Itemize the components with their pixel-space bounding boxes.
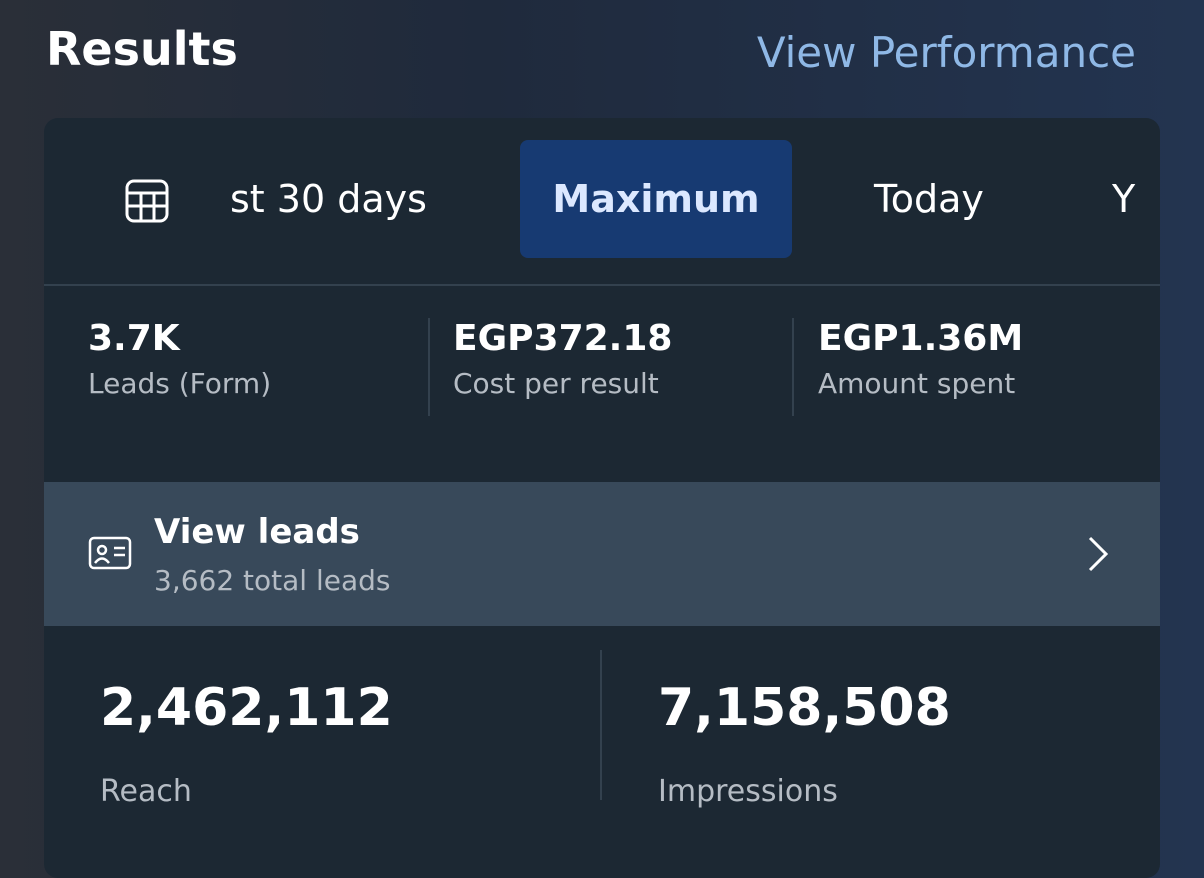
divider <box>792 318 794 416</box>
tab[interactable]: Today <box>874 177 984 221</box>
divider <box>600 650 602 800</box>
calendar-icon[interactable] <box>124 178 170 224</box>
metric: 3.7K Leads (Form) <box>88 318 271 400</box>
metric-label: Amount spent <box>818 367 1016 400</box>
metric-value: EGP1.36M <box>818 318 1024 359</box>
leads-subtitle: 3,662 total leads <box>154 564 391 597</box>
divider <box>428 318 430 416</box>
view-performance-link[interactable]: View Performance <box>756 28 1136 77</box>
stat-label: Impressions <box>658 774 838 809</box>
leads-icon <box>88 536 132 570</box>
tabs: st 30 days Maximum Today Y <box>44 118 1160 286</box>
tab-selected[interactable]: Maximum <box>520 140 792 258</box>
results-card: st 30 days Maximum Today Y 3.7K Leads (Fo… <box>44 118 1160 878</box>
title: Results <box>46 22 238 76</box>
leads-title: View leads <box>154 512 360 552</box>
tab[interactable]: Y <box>1112 177 1136 221</box>
stat-value: 2,462,112 <box>100 678 393 738</box>
metric-value: EGP372.18 <box>453 318 673 359</box>
metric: EGP372.18 Cost per result <box>453 318 672 400</box>
tab[interactable]: st 30 days <box>230 177 427 221</box>
view-leads-row[interactable]: View leads 3,662 total leads <box>44 482 1160 626</box>
metric-label: Leads (Form) <box>88 367 272 400</box>
stat-value: 7,158,508 <box>658 678 951 738</box>
metric-label: Cost per result <box>453 367 659 400</box>
stat-label: Reach <box>100 774 192 809</box>
chevron <box>1088 536 1109 572</box>
metric-value: 3.7K <box>88 318 180 359</box>
metric: EGP1.36M Amount spent <box>818 318 1023 400</box>
